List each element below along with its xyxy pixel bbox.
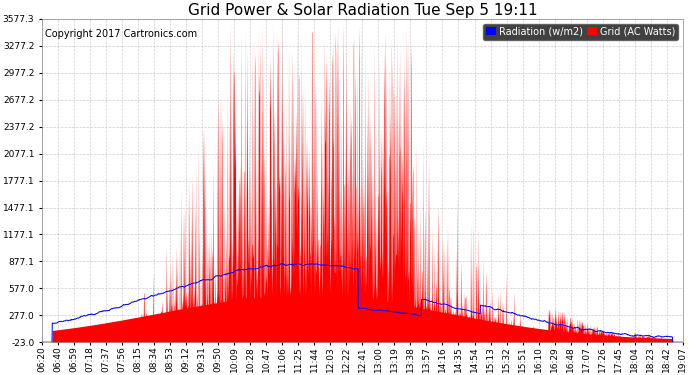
Text: Copyright 2017 Cartronics.com: Copyright 2017 Cartronics.com: [46, 28, 197, 39]
Legend: Radiation (w/m2), Grid (AC Watts): Radiation (w/m2), Grid (AC Watts): [484, 24, 678, 40]
Title: Grid Power & Solar Radiation Tue Sep 5 19:11: Grid Power & Solar Radiation Tue Sep 5 1…: [188, 3, 538, 18]
